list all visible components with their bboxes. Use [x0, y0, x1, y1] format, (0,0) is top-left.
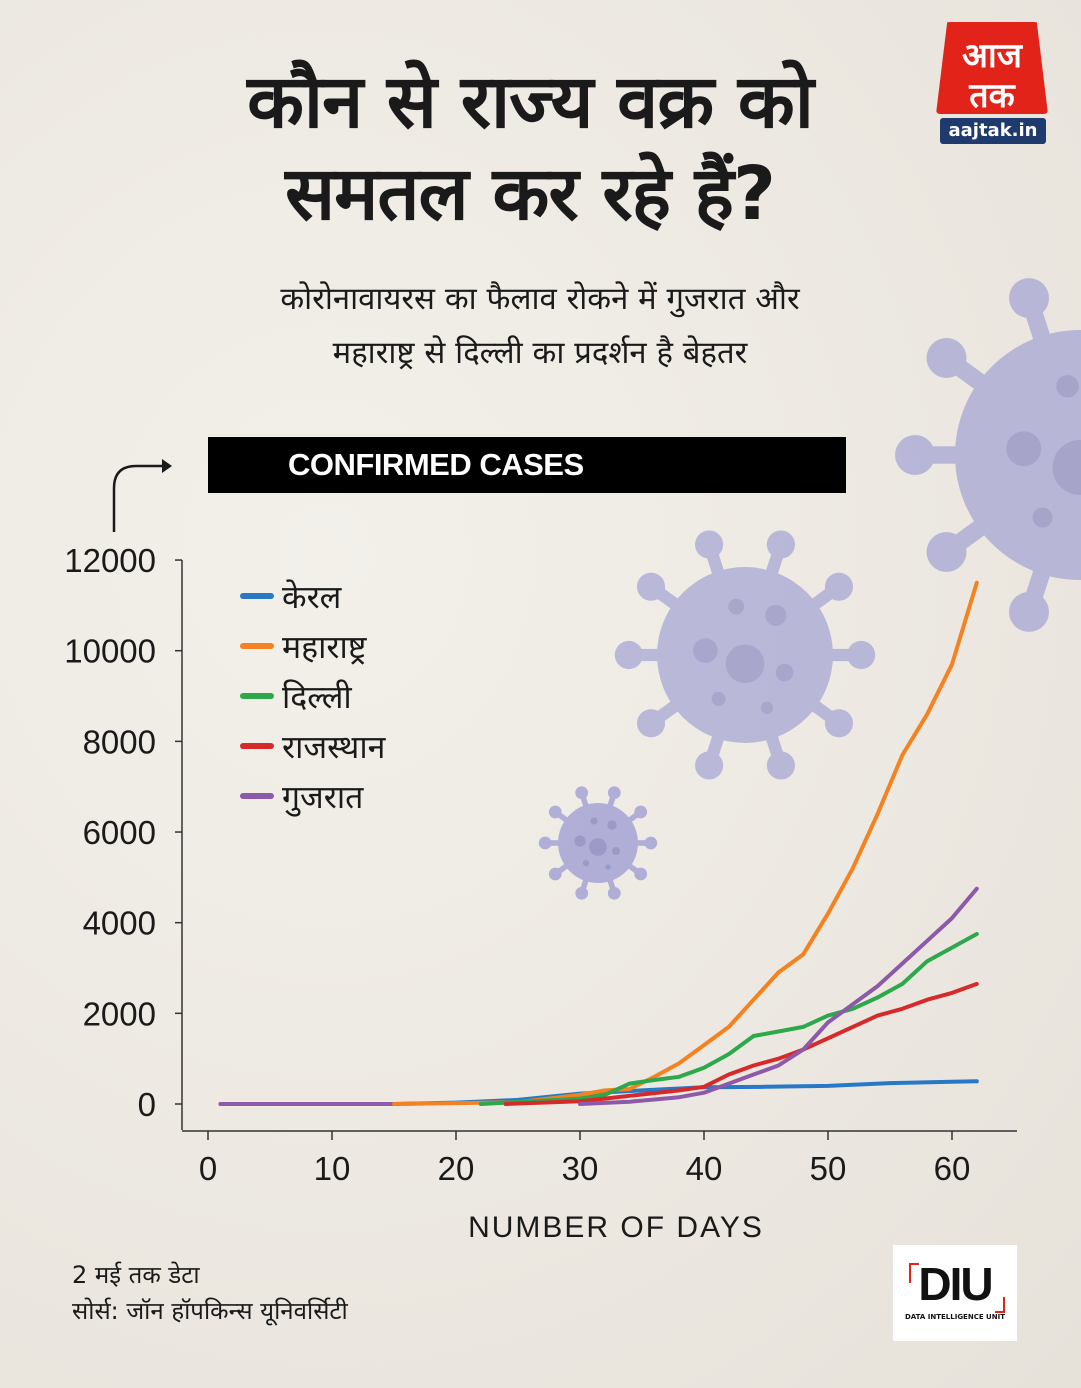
virus-large-icon	[895, 278, 1081, 632]
series-line-4	[503, 981, 979, 1106]
legend-label: राजस्थान	[282, 728, 387, 766]
x-tick-label: 30	[562, 1150, 599, 1187]
aajtak-logo: आज तक aajtak.in	[930, 18, 1060, 148]
chart-title: CONFIRMED CASES	[288, 447, 584, 482]
y-tick-label: 8000	[83, 723, 156, 760]
logo-mark-text: आज तक	[962, 36, 1022, 116]
diu-logo: DIU DATA INTELLIGENCE UNIT	[893, 1245, 1017, 1341]
legend-label: केरल	[282, 578, 343, 616]
y-tick-label: 6000	[83, 814, 156, 851]
arrow-icon	[112, 459, 172, 532]
series-line-2	[392, 580, 979, 1106]
subtitle-line1: कोरोनावायरस का फैलाव रोकने में गुजरात और	[280, 281, 800, 317]
subtitle-line2: महाराष्ट्र से दिल्ली का प्रदर्शन है बेहत…	[332, 335, 748, 371]
y-tick-label: 10000	[64, 633, 156, 670]
x-tick-label: 20	[438, 1150, 475, 1187]
y-tick-label: 12000	[64, 542, 156, 579]
data-source: सोर्स: जॉन हॉपकिन्स यूनिवर्सिटी	[72, 1297, 348, 1325]
x-tick-label: 60	[934, 1150, 971, 1187]
y-tick-label: 4000	[83, 905, 156, 942]
virus-medium-icon	[614, 530, 876, 780]
diu-unit-name: DATA INTELLIGENCE UNIT	[905, 1313, 1005, 1321]
logo-mark	[936, 22, 1048, 114]
series-line-3	[478, 932, 979, 1106]
virus-small-icon	[538, 786, 658, 900]
page-title-line1: कौन से राज्य वक्र को	[247, 59, 814, 145]
diu-bracket-left	[909, 1263, 919, 1283]
y-tick-label: 0	[138, 1086, 156, 1123]
legend-label: गुजरात	[282, 778, 364, 817]
legend-label: दिल्ली	[282, 678, 352, 716]
diu-logo-text: DIU	[918, 1258, 993, 1310]
page-title-line2: समतल कर रहे हैं?	[285, 151, 776, 237]
data-date-note: 2 मई तक डेटा	[72, 1261, 200, 1289]
x-axis-label: NUMBER OF DAYS	[468, 1211, 764, 1244]
x-tick-label: 40	[686, 1150, 723, 1187]
series-line-5	[578, 886, 979, 1106]
diu-bracket-right	[995, 1297, 1005, 1313]
x-tick-label: 50	[810, 1150, 847, 1187]
chart-title-banner: CONFIRMED CASES	[208, 437, 846, 493]
legend-label: महाराष्ट्र	[282, 628, 368, 666]
x-tick-label: 10	[314, 1150, 351, 1187]
y-tick-label: 2000	[83, 995, 156, 1032]
x-tick-label: 0	[199, 1150, 217, 1187]
logo-site-label: aajtak.in	[940, 118, 1046, 144]
series-line-1	[392, 1079, 979, 1106]
